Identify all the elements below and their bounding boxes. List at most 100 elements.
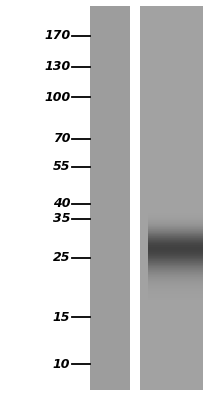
Bar [148, 273, 203, 274]
Bar [140, 17, 203, 18]
Bar [140, 124, 203, 125]
Bar [148, 221, 203, 222]
Text: 35: 35 [53, 212, 70, 226]
Bar [140, 262, 203, 263]
Bar [140, 152, 203, 153]
Bar [148, 241, 203, 242]
Bar [140, 227, 203, 228]
Bar [140, 135, 203, 136]
Bar [148, 224, 203, 225]
Bar [148, 269, 203, 270]
Bar [140, 121, 203, 122]
Bar [140, 185, 203, 186]
Bar [140, 254, 203, 256]
Bar [140, 82, 203, 83]
Bar [140, 230, 203, 231]
Bar [140, 317, 203, 318]
Bar [148, 281, 203, 282]
Bar [140, 208, 203, 210]
Text: 170: 170 [44, 29, 70, 42]
Bar [140, 310, 203, 311]
Bar [148, 243, 203, 244]
Bar [148, 266, 203, 267]
Bar [140, 120, 203, 121]
Bar [140, 264, 203, 265]
Bar [140, 358, 203, 359]
Bar [140, 315, 203, 316]
Bar [140, 311, 203, 312]
Bar [148, 242, 203, 243]
Bar [140, 40, 203, 41]
Bar [140, 102, 203, 103]
Bar [140, 132, 203, 133]
Bar [140, 333, 203, 334]
Bar [140, 198, 203, 199]
Bar [140, 88, 203, 89]
Bar [140, 160, 203, 162]
Bar [148, 254, 203, 256]
Bar [140, 128, 203, 130]
Bar [140, 56, 203, 57]
Bar [140, 151, 203, 152]
Bar [148, 290, 203, 292]
Bar [148, 248, 203, 249]
Bar [140, 299, 203, 300]
Bar [140, 370, 203, 372]
Bar [148, 251, 203, 252]
Bar [140, 349, 203, 350]
Bar [140, 65, 203, 66]
Bar [140, 229, 203, 230]
Bar [148, 272, 203, 274]
Bar [140, 341, 203, 342]
Bar [140, 320, 203, 322]
Bar [140, 29, 203, 30]
Bar [140, 87, 203, 88]
Bar [140, 148, 203, 149]
Bar [140, 315, 203, 316]
Bar [140, 325, 203, 326]
Bar [140, 370, 203, 371]
Bar [140, 228, 203, 229]
Bar [148, 269, 203, 270]
Bar [140, 171, 203, 172]
Bar [140, 262, 203, 263]
Bar [140, 46, 203, 48]
Bar [140, 384, 203, 386]
Bar [140, 112, 203, 113]
Bar [140, 109, 203, 110]
Bar [148, 220, 203, 221]
Bar [140, 208, 203, 209]
Bar [140, 61, 203, 62]
Bar [140, 290, 203, 292]
Bar [140, 221, 203, 222]
Bar [140, 238, 203, 239]
Bar [140, 43, 203, 44]
Bar [140, 144, 203, 145]
Bar [140, 59, 203, 60]
Bar [140, 282, 203, 283]
Bar [140, 258, 203, 259]
Bar [148, 283, 203, 284]
Bar [140, 165, 203, 166]
Bar [140, 359, 203, 360]
Bar [140, 293, 203, 294]
Bar [140, 382, 203, 383]
Bar [148, 288, 203, 289]
Bar [140, 346, 203, 347]
Bar [140, 32, 203, 33]
Bar [140, 242, 203, 243]
Bar [140, 16, 203, 18]
Bar [148, 276, 203, 277]
Bar [140, 141, 203, 142]
Bar [140, 240, 203, 241]
Bar [140, 206, 203, 207]
Bar [140, 258, 203, 260]
Bar [148, 283, 203, 284]
Bar [140, 299, 203, 300]
Bar [140, 259, 203, 260]
Bar [140, 38, 203, 39]
Bar [148, 230, 203, 231]
Bar [140, 21, 203, 22]
Bar [140, 351, 203, 352]
Bar [140, 130, 203, 131]
